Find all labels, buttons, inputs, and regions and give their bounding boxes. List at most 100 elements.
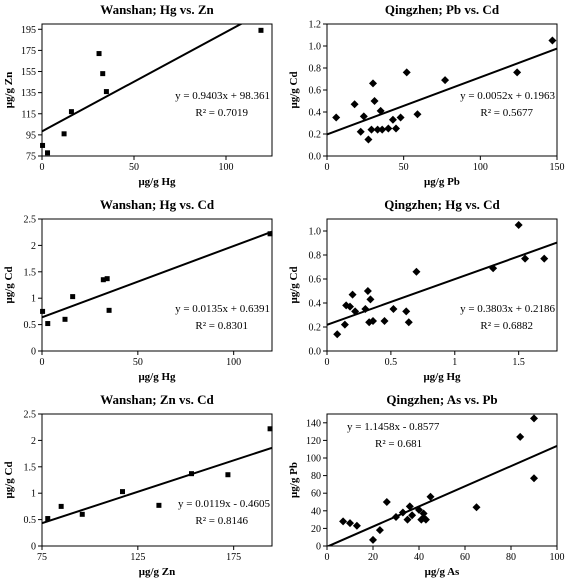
chart-title: Qingzhen; Hg vs. Cd	[384, 197, 500, 212]
data-point	[412, 267, 421, 276]
x-tick-label: 0	[325, 357, 330, 368]
y-tick-label: 195	[21, 25, 36, 36]
scatter-chart-wanshan-zn-cd: Wanshan; Zn vs. Cd 75 125 175 0 0.5 1 1.5 2 2.5 μg…	[3, 392, 273, 578]
y-tick-label: 0.0	[309, 152, 322, 163]
x-tick-label: 1.5	[512, 357, 525, 368]
scatter-chart-qingzhen-hg-cd: Qingzhen; Hg vs. Cd 0 0.5 1 1.5 0.0 0.2 0.4 0.6 0…	[288, 197, 558, 383]
chart-panel-2: Qingzhen; Pb vs. Cd 0 50 100 150 0.0 0.2 0.4 0.6…	[285, 0, 570, 194]
x-tick-label: 0	[40, 162, 45, 173]
data-point	[514, 221, 523, 229]
trendline	[42, 24, 243, 133]
trendline	[327, 47, 557, 136]
data-point	[333, 330, 342, 339]
data-point	[350, 100, 359, 109]
x-tick-label: 75	[37, 552, 47, 563]
data-point	[40, 308, 46, 314]
data-point	[70, 294, 76, 300]
y-tick-label: 1.5	[24, 462, 37, 473]
x-tick-label: 40	[414, 552, 424, 563]
x-tick-label: 175	[226, 552, 241, 563]
data-point	[540, 254, 549, 263]
data-point	[364, 135, 373, 144]
y-tick-label: 20	[311, 524, 321, 535]
plot-frame	[326, 413, 558, 547]
chart-panel-5: Wanshan; Zn vs. Cd 75 125 175 0 0.5 1 1.5 2 2.5 μg…	[0, 390, 285, 584]
data-point	[346, 302, 354, 311]
data-point	[120, 489, 125, 495]
x-tick-label: 100	[550, 552, 565, 563]
plot-frame	[41, 23, 273, 157]
y-tick-label: 115	[21, 109, 36, 120]
y-tick-label: 140	[306, 418, 321, 429]
trendline	[327, 445, 557, 546]
data-point	[62, 316, 68, 322]
data-point	[384, 124, 393, 133]
y-tick-label: 60	[311, 489, 321, 500]
data-point	[348, 290, 357, 299]
data-point	[417, 515, 426, 524]
x-tick-label: 1	[452, 357, 457, 368]
data-point	[351, 307, 360, 316]
data-point	[404, 318, 413, 327]
data-point	[408, 511, 417, 520]
data-point	[513, 68, 522, 77]
x-tick-label: 0	[325, 162, 330, 173]
data-point	[398, 508, 407, 517]
chart-title: Qingzhen; Pb vs. Cd	[385, 2, 500, 17]
y-tick-label: 155	[21, 67, 36, 78]
y-tick-label: 2.5	[24, 215, 37, 226]
data-point	[103, 89, 109, 95]
data-point	[389, 305, 398, 313]
y-tick-label: 0.0	[309, 347, 322, 358]
r-squared-label: R² = 0.5677	[480, 107, 533, 119]
y-tick-label: 1.5	[24, 267, 37, 278]
y-axis-label: μg/g Pb	[288, 462, 300, 498]
y-tick-label: 0.4	[309, 108, 322, 119]
y-tick-label: 0.8	[309, 64, 322, 75]
data-point	[472, 503, 481, 512]
x-axis-label: μg/g Hg	[138, 371, 176, 383]
data-point	[332, 113, 341, 122]
data-point	[413, 110, 422, 119]
data-point	[45, 321, 51, 327]
data-point	[489, 264, 498, 273]
data-point	[402, 307, 411, 316]
x-axis-label: μg/g Pb	[424, 176, 460, 188]
y-axis-label: μg/g Cd	[288, 71, 300, 108]
trendline	[42, 446, 272, 525]
x-tick-label: 50	[129, 162, 139, 173]
data-point	[369, 535, 377, 544]
data-point	[68, 109, 74, 115]
data-point	[340, 320, 349, 329]
y-tick-label: 0.6	[309, 86, 322, 97]
r-squared-label: R² = 0.8301	[195, 320, 248, 332]
data-point	[339, 517, 348, 526]
r-squared-label: R² = 0.7019	[195, 107, 248, 119]
scatter-chart-wanshan-hg-zn: Wanshan; Hg vs. Zn 0 50 100 75 95 115 135 155 175…	[3, 2, 273, 188]
data-point	[375, 526, 384, 535]
data-point	[548, 36, 557, 45]
data-point	[373, 125, 382, 134]
x-tick-label: 50	[133, 357, 143, 368]
y-tick-label: 0.5	[24, 515, 37, 526]
chart-title: Wanshan; Hg vs. Zn	[100, 2, 214, 17]
chart-panel-6: Qingzhen; As vs. Pb 0 20 40 60 80 100 0 20 40 60 80…	[285, 390, 570, 584]
data-point	[530, 474, 538, 483]
x-tick-label: 80	[506, 552, 516, 563]
data-point	[356, 127, 365, 136]
data-point	[45, 150, 51, 156]
y-tick-label: 0.5	[24, 320, 37, 331]
x-tick-label: 100	[473, 162, 488, 173]
data-point	[258, 27, 264, 33]
y-tick-label: 0.8	[309, 251, 322, 262]
x-axis-label: μg/g Zn	[139, 566, 176, 578]
x-axis-label: μg/g Hg	[138, 176, 176, 188]
regression-equation: y = 1.1458x - 0.8577	[347, 421, 440, 433]
data-point	[376, 106, 385, 115]
y-tick-label: 0.2	[309, 323, 322, 334]
data-point	[402, 68, 411, 77]
data-point	[403, 515, 412, 524]
data-point	[45, 516, 51, 522]
y-tick-label: 175	[21, 46, 36, 57]
x-tick-label: 20	[368, 552, 378, 563]
